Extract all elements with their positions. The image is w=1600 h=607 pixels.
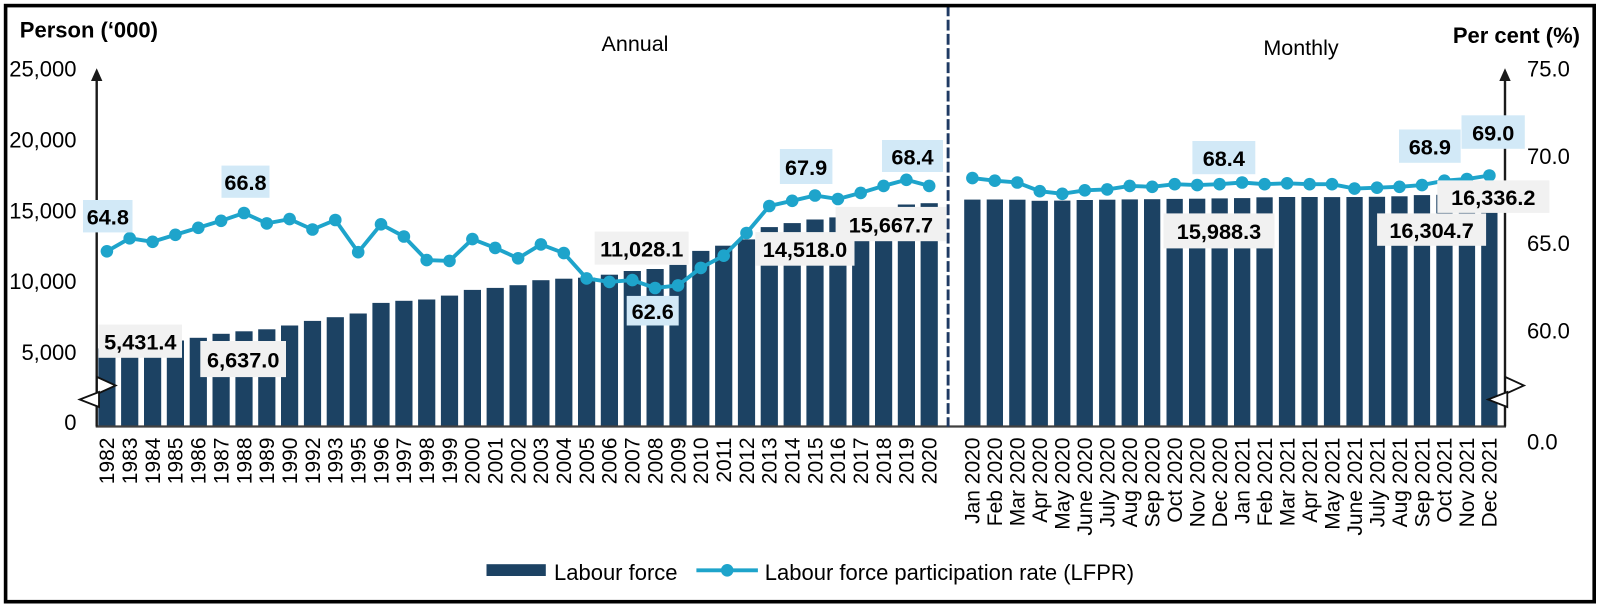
svg-text:1997: 1997 [393,438,416,485]
svg-text:2015: 2015 [804,438,827,485]
svg-text:2008: 2008 [644,438,667,485]
svg-text:2006: 2006 [599,438,622,485]
svg-text:68.9: 68.9 [1409,135,1451,160]
svg-text:2018: 2018 [873,438,896,485]
svg-text:1983: 1983 [119,438,142,485]
svg-text:2016: 2016 [827,438,850,485]
svg-text:Apr 2021: Apr 2021 [1299,438,1322,523]
svg-text:Jan 2021: Jan 2021 [1231,438,1254,524]
svg-text:10,000: 10,000 [9,269,76,294]
svg-text:Dec 2021: Dec 2021 [1479,438,1502,528]
svg-text:66.8: 66.8 [224,170,266,195]
svg-text:Jan 2020: Jan 2020 [962,438,985,524]
svg-text:Sep 2020: Sep 2020 [1142,438,1165,528]
svg-text:0: 0 [64,410,76,435]
svg-text:1987: 1987 [210,438,233,485]
svg-text:1986: 1986 [188,438,211,485]
svg-text:1988: 1988 [233,438,256,485]
svg-text:16,304.7: 16,304.7 [1389,218,1473,243]
svg-text:1989: 1989 [256,438,279,485]
svg-text:15,000: 15,000 [9,198,76,223]
svg-text:2019: 2019 [896,438,919,485]
svg-text:68.4: 68.4 [891,144,933,169]
svg-text:2003: 2003 [530,438,553,485]
svg-text:Apr 2020: Apr 2020 [1029,438,1052,523]
svg-text:Nov 2020: Nov 2020 [1187,438,1210,528]
svg-text:Monthly: Monthly [1263,36,1339,60]
svg-text:11,028.1: 11,028.1 [600,236,683,261]
svg-text:2011: 2011 [713,438,736,483]
svg-text:2012: 2012 [736,438,759,485]
svg-text:2010: 2010 [690,438,713,485]
svg-text:Labour force: Labour force [554,560,678,585]
svg-text:62.6: 62.6 [632,299,674,324]
svg-text:Feb 2020: Feb 2020 [984,438,1007,527]
svg-text:Feb 2021: Feb 2021 [1254,438,1277,527]
svg-text:2007: 2007 [622,438,645,485]
svg-text:Mar 2021: Mar 2021 [1276,438,1299,527]
svg-text:Labour force participation rat: Labour force participation rate (LFPR) [765,560,1134,585]
svg-text:64.8: 64.8 [87,205,129,230]
svg-text:2002: 2002 [507,438,530,485]
svg-text:1992: 1992 [302,438,325,485]
svg-text:75.0: 75.0 [1527,57,1570,82]
svg-text:2000: 2000 [462,438,485,485]
svg-text:Dec 2020: Dec 2020 [1209,438,1232,528]
svg-text:Aug 2020: Aug 2020 [1119,438,1142,528]
svg-text:1996: 1996 [370,438,393,485]
svg-text:15,988.3: 15,988.3 [1177,219,1261,244]
svg-text:1985: 1985 [165,438,188,485]
svg-text:68.4: 68.4 [1203,146,1245,171]
svg-text:1984: 1984 [142,437,165,484]
svg-text:July 2020: July 2020 [1097,438,1120,528]
svg-text:1990: 1990 [279,438,302,485]
svg-text:0.0: 0.0 [1527,430,1558,455]
svg-text:Aug 2021: Aug 2021 [1389,438,1412,528]
svg-text:5,000: 5,000 [21,340,76,365]
svg-text:2004: 2004 [553,437,576,484]
svg-text:69.0: 69.0 [1472,120,1514,145]
svg-text:Oct 2021: Oct 2021 [1434,438,1457,523]
svg-text:Per cent (%): Per cent (%) [1453,23,1580,48]
svg-text:25,000: 25,000 [9,57,76,82]
svg-text:June 2020: June 2020 [1074,438,1097,536]
svg-text:Person (‘000): Person (‘000) [20,18,158,43]
svg-text:5,431.4: 5,431.4 [104,330,176,355]
svg-text:6,637.0: 6,637.0 [207,347,279,372]
svg-text:15,667.7: 15,667.7 [849,212,933,237]
svg-text:2013: 2013 [759,438,782,485]
svg-text:2014: 2014 [782,437,805,484]
svg-text:Sep 2021: Sep 2021 [1411,438,1434,528]
svg-text:1993: 1993 [325,438,348,485]
svg-text:June 2021: June 2021 [1344,438,1367,536]
svg-text:2009: 2009 [667,438,690,485]
svg-text:16,336.2: 16,336.2 [1451,185,1535,210]
svg-text:2017: 2017 [850,438,873,485]
svg-text:67.9: 67.9 [785,155,827,180]
svg-text:2005: 2005 [576,438,599,485]
svg-text:2020: 2020 [919,438,942,485]
svg-text:1995: 1995 [348,438,371,485]
svg-text:20,000: 20,000 [9,127,76,152]
svg-text:July 2021: July 2021 [1366,438,1389,528]
svg-text:Nov 2021: Nov 2021 [1456,438,1479,528]
svg-text:May 2021: May 2021 [1321,438,1344,530]
svg-text:1998: 1998 [416,438,439,485]
svg-text:70.0: 70.0 [1527,144,1570,169]
svg-text:60.0: 60.0 [1527,318,1570,343]
svg-text:65.0: 65.0 [1527,231,1570,256]
svg-text:14,518.0: 14,518.0 [763,237,847,262]
svg-text:Mar 2020: Mar 2020 [1007,438,1030,527]
svg-text:May 2020: May 2020 [1052,438,1075,530]
svg-text:Oct 2020: Oct 2020 [1164,438,1187,523]
svg-text:2001: 2001 [485,438,508,485]
svg-text:1999: 1999 [439,438,462,485]
svg-text:Annual: Annual [602,32,669,56]
svg-text:1982: 1982 [96,438,119,485]
